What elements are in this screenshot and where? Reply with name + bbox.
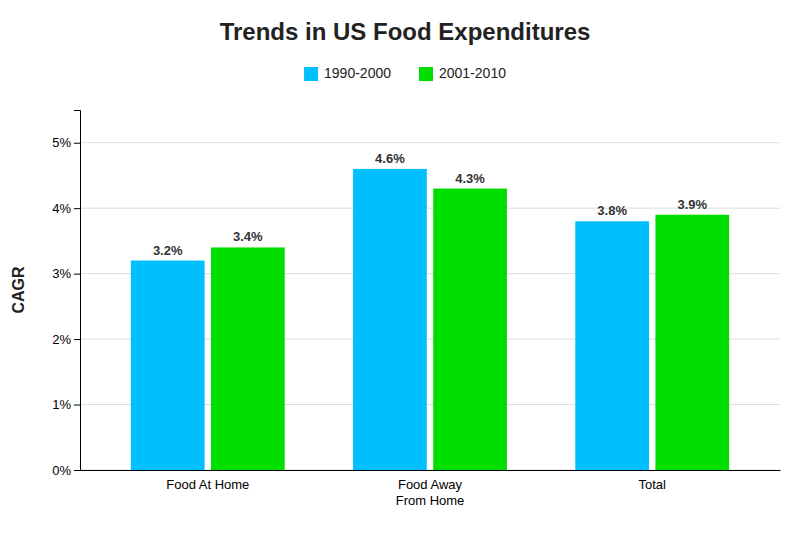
legend-label: 1990-2000 [324, 65, 391, 81]
x-tick: Total [638, 477, 666, 492]
y-tick-label: 4% [52, 201, 71, 216]
y-axis-line [74, 111, 81, 471]
x-axis: Food At Home Food AwayFrom Home Total [81, 471, 781, 508]
grid [80, 143, 780, 470]
y-tick-mark [74, 405, 80, 406]
y-tick-mark [74, 274, 80, 275]
y-axis: 0% 1% 2% 3% 4% 5% [52, 111, 80, 478]
bar [433, 189, 507, 470]
data-label: 4.3% [455, 171, 485, 186]
x-tick-label: Food AwayFrom Home [396, 477, 465, 508]
y-tick-label: 1% [52, 397, 71, 412]
plot: 3.2% 4.6% 3.8% 3.4% 4.3% 3.9% 0% 1% 2% 3% 4% 5% Food… [52, 111, 780, 508]
data-label: 3.8% [597, 203, 627, 218]
y-tick-label: 2% [52, 332, 71, 347]
grid-line [80, 142, 780, 143]
x-tick: Food AwayFrom Home [396, 477, 465, 508]
legend-swatch [419, 67, 433, 81]
y-tick-mark [74, 208, 80, 209]
chart: Trends in US Food Expenditures3.2%4.6%3.… [0, 0, 810, 540]
y-tick: 0% [52, 463, 80, 478]
y-tick: 5% [52, 135, 80, 150]
legend-item: 1990-2000 [304, 65, 391, 81]
legend-item: 2001-2010 [419, 65, 506, 81]
grid-line [80, 208, 780, 209]
y-tick-mark [74, 339, 80, 340]
bar [575, 221, 649, 470]
data-label: 4.6% [375, 151, 405, 166]
data-label: 3.4% [233, 229, 263, 244]
title: Trends in US Food Expenditures [220, 18, 591, 45]
bar [353, 169, 427, 470]
legend: 1990-2000 2001-2010 [304, 65, 506, 81]
y-tick: 3% [52, 266, 80, 281]
bars [131, 169, 729, 470]
bar [211, 247, 285, 470]
y-tick-mark [74, 143, 80, 144]
y-tick-label: 0% [52, 463, 71, 478]
x-axis-line [81, 470, 781, 471]
data-labels: 3.2% 4.6% 3.8% 3.4% 4.3% 3.9% [153, 151, 708, 258]
y-tick: 1% [52, 397, 80, 412]
x-tick: Food At Home [166, 477, 249, 492]
legend-label: 2001-2010 [439, 65, 506, 81]
bar [131, 261, 205, 470]
legend-swatch [304, 67, 318, 81]
x-tick-label: Total [638, 477, 666, 492]
y-tick-mark [74, 470, 80, 471]
data-label: 3.9% [677, 197, 707, 212]
y-axis-title: CAGR [10, 266, 27, 314]
bar [655, 215, 729, 470]
data-label: 3.2% [153, 243, 183, 258]
y-tick-label: 5% [52, 135, 71, 150]
y-tick: 4% [52, 201, 80, 216]
x-tick-label: Food At Home [166, 477, 249, 492]
y-tick-label: 3% [52, 266, 71, 281]
y-tick: 2% [52, 332, 80, 347]
